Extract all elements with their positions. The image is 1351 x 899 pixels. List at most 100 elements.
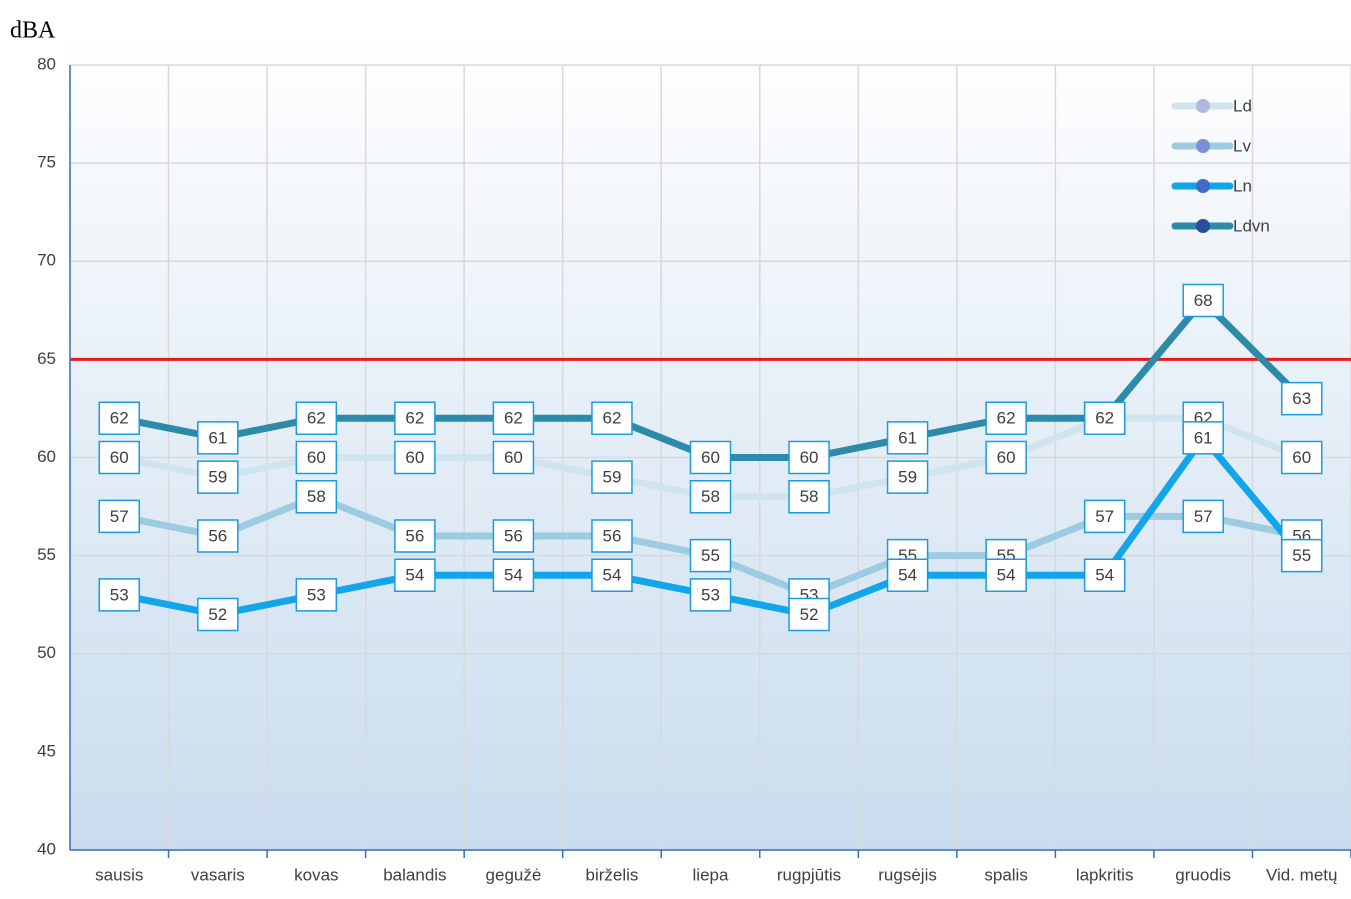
data-label: 60: [110, 448, 129, 467]
data-label: 62: [504, 409, 523, 428]
data-label: 62: [997, 409, 1016, 428]
data-label: 54: [997, 566, 1016, 585]
plot-background: [70, 30, 1351, 850]
x-tick-label: lapkritis: [1076, 865, 1134, 884]
data-label: 56: [405, 526, 424, 545]
data-label-box: [985, 401, 1027, 435]
data-label-box: [98, 578, 141, 612]
data-label: 61: [898, 428, 917, 447]
legend-marker: [1196, 139, 1210, 153]
data-label: 60: [307, 448, 326, 467]
data-label-box: [394, 401, 436, 435]
x-tick-label: birželis: [586, 865, 639, 884]
data-label: 62: [1095, 409, 1114, 428]
data-label-box: [591, 460, 633, 494]
legend-marker: [1196, 179, 1210, 193]
data-label-box: [98, 440, 141, 475]
data-label-box: [689, 440, 732, 475]
y-axis-label: dBA: [10, 18, 56, 44]
data-label: 54: [504, 566, 523, 585]
data-label-box: [1280, 440, 1323, 475]
data-label-box: [394, 440, 436, 475]
data-label-box: [788, 480, 830, 514]
data-label: 53: [307, 585, 326, 604]
data-label-box: [295, 401, 338, 435]
legend-label: Ln: [1233, 176, 1252, 195]
x-tick-label: gruodis: [1175, 865, 1231, 884]
data-label: 52: [800, 605, 819, 624]
data-label-box: [886, 421, 929, 455]
data-label-box: [492, 440, 535, 475]
data-label-box: [98, 499, 141, 534]
legend-label: Lv: [1233, 136, 1251, 155]
data-label-box: [591, 401, 633, 435]
data-label-box: [295, 440, 338, 475]
x-tick-label: spalis: [984, 865, 1027, 884]
data-label-box: [985, 440, 1027, 475]
y-tick-label: 45: [37, 741, 56, 760]
data-label: 56: [208, 526, 227, 545]
data-label-box: [98, 401, 141, 435]
data-label: 62: [110, 409, 129, 428]
data-label: 60: [405, 448, 424, 467]
data-label-box: [689, 538, 732, 573]
data-label: 59: [898, 468, 917, 487]
data-label-box: [591, 558, 633, 592]
data-label-box: [394, 558, 436, 592]
data-label: 53: [701, 585, 720, 604]
data-label-box: [295, 578, 338, 612]
data-label-box: [295, 480, 338, 514]
data-label-box: [492, 558, 535, 592]
data-label-box: [1182, 283, 1224, 318]
data-label: 54: [405, 566, 424, 585]
data-label: 60: [504, 448, 523, 467]
y-tick-label: 70: [37, 251, 56, 270]
y-tick-label: 50: [37, 643, 56, 662]
data-label-box: [394, 519, 436, 553]
data-label: 62: [307, 409, 326, 428]
y-tick-label: 60: [37, 447, 56, 466]
legend-label: Ld: [1233, 96, 1252, 115]
x-tick-label: liepa: [693, 865, 729, 884]
data-label-box: [1083, 499, 1126, 534]
x-tick-label: kovas: [294, 865, 338, 884]
data-label: 57: [110, 507, 129, 526]
data-label: 60: [1292, 448, 1311, 467]
data-label: 60: [997, 448, 1016, 467]
data-label-box: [1280, 381, 1323, 416]
data-label-box: [197, 519, 239, 553]
data-label-box: [197, 597, 239, 632]
x-tick-label: rugpjūtis: [777, 865, 841, 884]
data-label: 54: [1095, 566, 1114, 585]
data-label: 58: [307, 487, 326, 506]
data-label-box: [1182, 421, 1224, 455]
data-label-box: [788, 440, 830, 475]
x-tick-label: rugsėjis: [878, 865, 937, 884]
x-tick-label: sausis: [95, 865, 143, 884]
y-tick-label: 55: [37, 545, 56, 564]
data-label: 57: [1095, 507, 1114, 526]
y-tick-label: 80: [37, 54, 56, 73]
data-label: 59: [603, 468, 622, 487]
data-label: 52: [208, 605, 227, 624]
data-label: 55: [1292, 546, 1311, 565]
x-tick-label: vasaris: [191, 865, 245, 884]
data-label-box: [492, 519, 535, 553]
data-label-box: [689, 480, 732, 514]
data-label: 56: [603, 526, 622, 545]
y-tick-label: 65: [37, 349, 56, 368]
data-label: 54: [898, 566, 917, 585]
data-label-box: [197, 460, 239, 494]
x-tick-label: Vid. metų: [1266, 865, 1338, 884]
data-label-box: [1280, 538, 1323, 573]
data-label-box: [1083, 401, 1126, 435]
data-label: 54: [603, 566, 622, 585]
data-label: 57: [1194, 507, 1213, 526]
y-tick-label: 40: [37, 839, 56, 858]
data-label-box: [492, 401, 535, 435]
data-label: 56: [504, 526, 523, 545]
data-label-box: [197, 421, 239, 455]
data-label-box: [985, 558, 1027, 592]
y-tick-label: 75: [37, 153, 56, 172]
